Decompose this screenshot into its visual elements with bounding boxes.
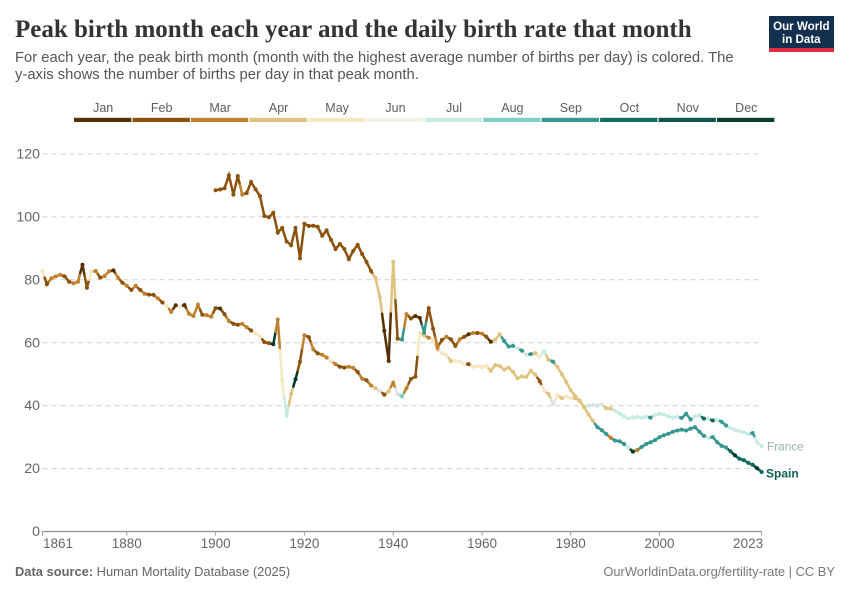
svg-text:France: France	[767, 440, 804, 454]
svg-text:May: May	[325, 101, 349, 115]
svg-text:120: 120	[16, 147, 40, 163]
svg-text:1980: 1980	[556, 536, 586, 551]
svg-text:1940: 1940	[378, 536, 408, 551]
svg-text:80: 80	[24, 272, 40, 288]
svg-text:0: 0	[32, 524, 40, 540]
svg-text:2023: 2023	[733, 536, 763, 551]
svg-text:100: 100	[16, 209, 40, 225]
svg-text:Oct: Oct	[620, 101, 640, 115]
svg-text:40: 40	[24, 398, 40, 414]
svg-text:Spain: Spain	[766, 467, 799, 481]
svg-text:Jan: Jan	[93, 101, 113, 115]
svg-text:1900: 1900	[201, 536, 231, 551]
svg-text:Dec: Dec	[735, 101, 757, 115]
svg-text:1861: 1861	[43, 536, 73, 551]
svg-text:60: 60	[24, 335, 40, 351]
svg-text:Nov: Nov	[677, 101, 700, 115]
svg-text:2000: 2000	[644, 536, 674, 551]
svg-text:Jun: Jun	[385, 101, 405, 115]
svg-text:1960: 1960	[467, 536, 497, 551]
svg-text:Jul: Jul	[446, 101, 462, 115]
svg-text:Apr: Apr	[269, 101, 288, 115]
svg-text:Feb: Feb	[151, 101, 173, 115]
svg-text:1920: 1920	[289, 536, 319, 551]
svg-text:Sep: Sep	[560, 101, 582, 115]
svg-text:Mar: Mar	[209, 101, 231, 115]
svg-text:Aug: Aug	[501, 101, 523, 115]
svg-text:20: 20	[24, 461, 40, 477]
svg-text:1880: 1880	[112, 536, 142, 551]
